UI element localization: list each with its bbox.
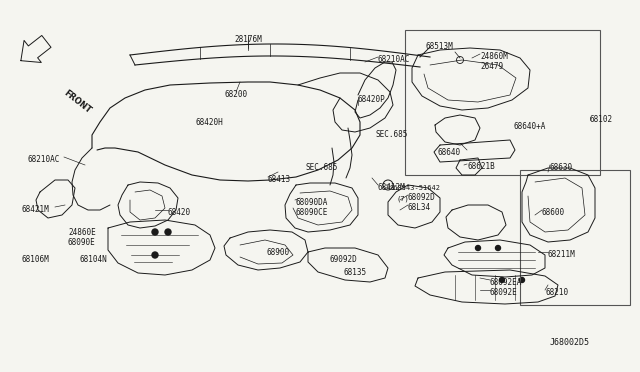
Text: J68002D5: J68002D5 [550, 338, 590, 347]
Text: (7): (7) [397, 195, 410, 202]
Text: S68543-51642: S68543-51642 [390, 185, 441, 191]
Text: 26479: 26479 [480, 62, 503, 71]
Circle shape [165, 229, 171, 235]
Circle shape [476, 246, 481, 250]
Circle shape [520, 278, 525, 282]
Text: 68092E: 68092E [490, 288, 518, 297]
Text: 68412M: 68412M [378, 183, 406, 192]
Text: SEC.685: SEC.685 [305, 163, 337, 172]
Text: 68640+A: 68640+A [513, 122, 545, 131]
Text: SEC.685: SEC.685 [375, 130, 408, 139]
Bar [520, 170, 630, 305]
Text: 68L34: 68L34 [408, 203, 431, 212]
Text: 68420H: 68420H [195, 118, 223, 127]
Text: 68621B: 68621B [467, 162, 495, 171]
Circle shape [495, 246, 500, 250]
Text: 68090E: 68090E [68, 238, 96, 247]
Text: 68090CE: 68090CE [295, 208, 328, 217]
Text: 68102: 68102 [590, 115, 613, 124]
Text: 68092EA: 68092EA [490, 278, 522, 287]
Bar [405, 30, 600, 175]
Text: FRONT: FRONT [62, 88, 93, 115]
Text: 68104N: 68104N [80, 255, 108, 264]
Text: 69092D: 69092D [329, 255, 357, 264]
Text: 68092D: 68092D [408, 193, 436, 202]
Text: 28176M: 28176M [234, 35, 262, 44]
Text: 68413: 68413 [268, 175, 291, 184]
Text: 68630: 68630 [550, 163, 573, 172]
Text: 68420P: 68420P [358, 95, 386, 104]
Text: 24860E: 24860E [68, 228, 96, 237]
Text: 68200: 68200 [225, 90, 248, 99]
Text: S: S [386, 183, 390, 189]
Text: 68210AC: 68210AC [378, 55, 410, 64]
Text: 68106M: 68106M [22, 255, 50, 264]
Text: 68900: 68900 [266, 248, 289, 257]
Text: 68210AC: 68210AC [28, 155, 60, 164]
Circle shape [499, 278, 504, 282]
Circle shape [152, 229, 158, 235]
Text: 68421M: 68421M [22, 205, 50, 214]
Text: 68420: 68420 [168, 208, 191, 217]
Text: 68600: 68600 [542, 208, 565, 217]
Text: 68210: 68210 [545, 288, 568, 297]
Text: 68090DA: 68090DA [295, 198, 328, 207]
Text: 68211M: 68211M [548, 250, 576, 259]
Text: 68135: 68135 [344, 268, 367, 277]
Circle shape [152, 252, 158, 258]
Text: 24860M: 24860M [480, 52, 508, 61]
Text: 68513M: 68513M [425, 42, 452, 51]
Text: 68640: 68640 [437, 148, 460, 157]
